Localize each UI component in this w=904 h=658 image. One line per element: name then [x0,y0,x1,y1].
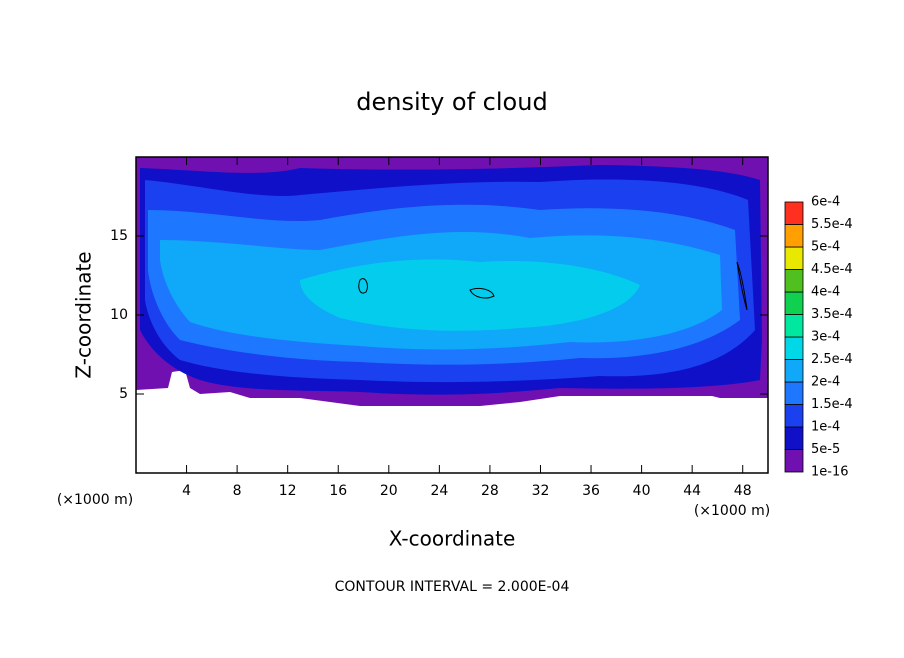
colorbar-box [785,337,803,360]
colorbar-box [785,315,803,338]
colorbar-label: 2.5e-4 [811,352,853,367]
y-tick-label: 10 [110,307,128,323]
colorbar-label: 5e-5 [811,442,840,457]
x-tick-label: 36 [582,483,600,499]
colorbar-box [785,247,803,270]
footer-note: CONTOUR INTERVAL = 2.000E-04 [335,579,570,595]
colorbar-box [785,360,803,383]
x-tick-label: 12 [279,483,297,499]
y-tick-label: 5 [119,386,128,402]
colorbar-label: 3.5e-4 [811,307,853,322]
x-tick-label: 28 [481,483,499,499]
colorbar-label: 4e-4 [811,285,840,300]
colorbar-box [785,382,803,405]
x-tick-label: 20 [380,483,398,499]
colorbar-box [785,292,803,315]
contour-field [136,157,768,406]
x-unit: (×1000 m) [694,503,770,519]
x-tick-label: 8 [233,483,242,499]
y-unit: (×1000 m) [57,492,133,508]
colorbar-label: 1e-16 [811,465,849,480]
chart-title: density of cloud [356,88,547,116]
colorbar-box [785,202,803,225]
colorbar-label: 5e-4 [811,240,840,255]
y-axis-label: Z-coordinate [72,251,96,378]
colorbar-label: 1.5e-4 [811,397,853,412]
colorbar-label: 6e-4 [811,195,840,210]
colorbar-label: 2e-4 [811,375,840,390]
x-tick-label: 40 [633,483,651,499]
colorbar-box [785,225,803,248]
x-tick-label: 44 [683,483,701,499]
x-axis-label: X-coordinate [389,527,516,551]
x-tick-label: 32 [532,483,550,499]
colorbar-box [785,405,803,428]
x-tick-label: 4 [182,483,191,499]
colorbar-box [785,427,803,450]
colorbar-label: 1e-4 [811,420,840,435]
colorbar-box [785,450,803,473]
colorbar-label: 4.5e-4 [811,262,853,277]
x-tick-label: 16 [329,483,347,499]
colorbar-label: 5.5e-4 [811,217,853,232]
y-tick-label: 15 [110,228,128,244]
x-tick-label: 48 [734,483,752,499]
colorbar-label: 3e-4 [811,330,840,345]
colorbar-box [785,270,803,293]
x-tick-label: 24 [430,483,448,499]
